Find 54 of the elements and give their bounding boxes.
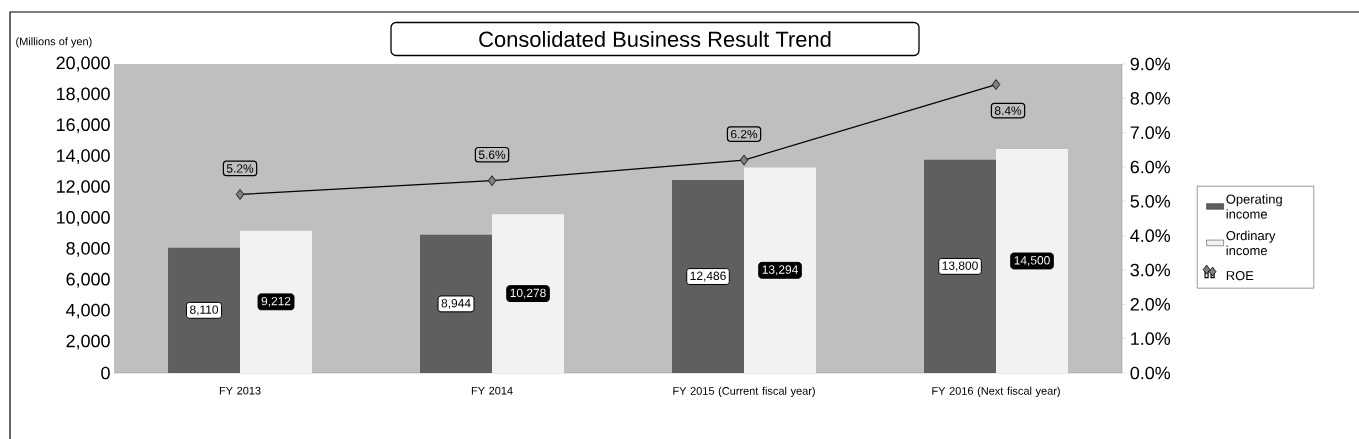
y2-tick-label: 0.0% <box>1130 366 1171 380</box>
y-tick-label: 0 <box>101 366 110 380</box>
point <box>235 189 245 200</box>
y2-tick-label: 3.0% <box>1130 263 1171 277</box>
bar <box>744 167 817 373</box>
data-label: 13,294 <box>762 265 798 276</box>
y-tick-label: 20,000 <box>56 56 110 72</box>
data-label: 8,944 <box>441 298 471 309</box>
x-tick-label: FY 2013 <box>219 386 261 395</box>
x-tick-label: FY 2016 (Next fiscal year) <box>932 386 1060 397</box>
bar <box>996 148 1069 373</box>
y2-tick-label: 1.0% <box>1131 332 1171 345</box>
legend-label: ROE <box>1226 271 1254 281</box>
y-tick-label: 6,000 <box>66 272 110 288</box>
point <box>991 79 1001 90</box>
x-tick-label: FY 2014 <box>471 386 513 395</box>
point <box>487 175 497 187</box>
y-tick-label: 16,000 <box>57 118 110 134</box>
y-tick-label: 14,000 <box>57 149 110 165</box>
data-label: 12,486 <box>690 271 726 282</box>
y-axis-title: (Millions of yen) <box>16 37 92 48</box>
y2-tick-label: 2.0% <box>1130 297 1171 311</box>
y-tick-label: 2,000 <box>66 334 110 350</box>
data-label: 6.2% <box>731 129 758 139</box>
chart-title: Consolidated Business Result Trend <box>479 30 831 48</box>
legend-label: Ordinary income <box>1226 230 1276 256</box>
bar <box>240 230 313 373</box>
y-tick-label: 18,000 <box>57 87 110 103</box>
legend-label: Operating income <box>1226 194 1282 219</box>
y-tick-label: 12,000 <box>57 180 110 195</box>
data-label: 5.6% <box>478 150 506 159</box>
y2-tick-label: 7.0% <box>1130 126 1171 139</box>
y-tick-label: 10,000 <box>57 211 110 226</box>
data-label: 8.4% <box>994 106 1022 115</box>
data-label: 14,500 <box>1014 256 1050 266</box>
data-label: 10,278 <box>510 288 546 299</box>
bar <box>924 159 997 373</box>
x-tick-label: FY 2015 (Current fiscal year) <box>673 386 815 397</box>
y2-tick-label: 4.0% <box>1130 229 1171 242</box>
data-label: 5.2% <box>226 164 254 173</box>
y-tick-label: 8,000 <box>66 241 110 257</box>
data-label: 13,800 <box>942 261 978 272</box>
bar <box>168 247 241 373</box>
bar <box>492 214 565 373</box>
y2-tick-label: 6.0% <box>1130 160 1171 174</box>
data-label: 8,110 <box>190 305 219 316</box>
y2-tick-label: 9.0% <box>1130 57 1171 71</box>
bar <box>672 180 745 373</box>
y2-tick-label: 5.0% <box>1130 194 1171 208</box>
bar <box>420 234 493 373</box>
y-tick-label: 4,000 <box>66 303 110 319</box>
data-label: 9,212 <box>261 296 291 307</box>
y2-tick-label: 8.0% <box>1130 91 1171 105</box>
point <box>739 154 749 166</box>
